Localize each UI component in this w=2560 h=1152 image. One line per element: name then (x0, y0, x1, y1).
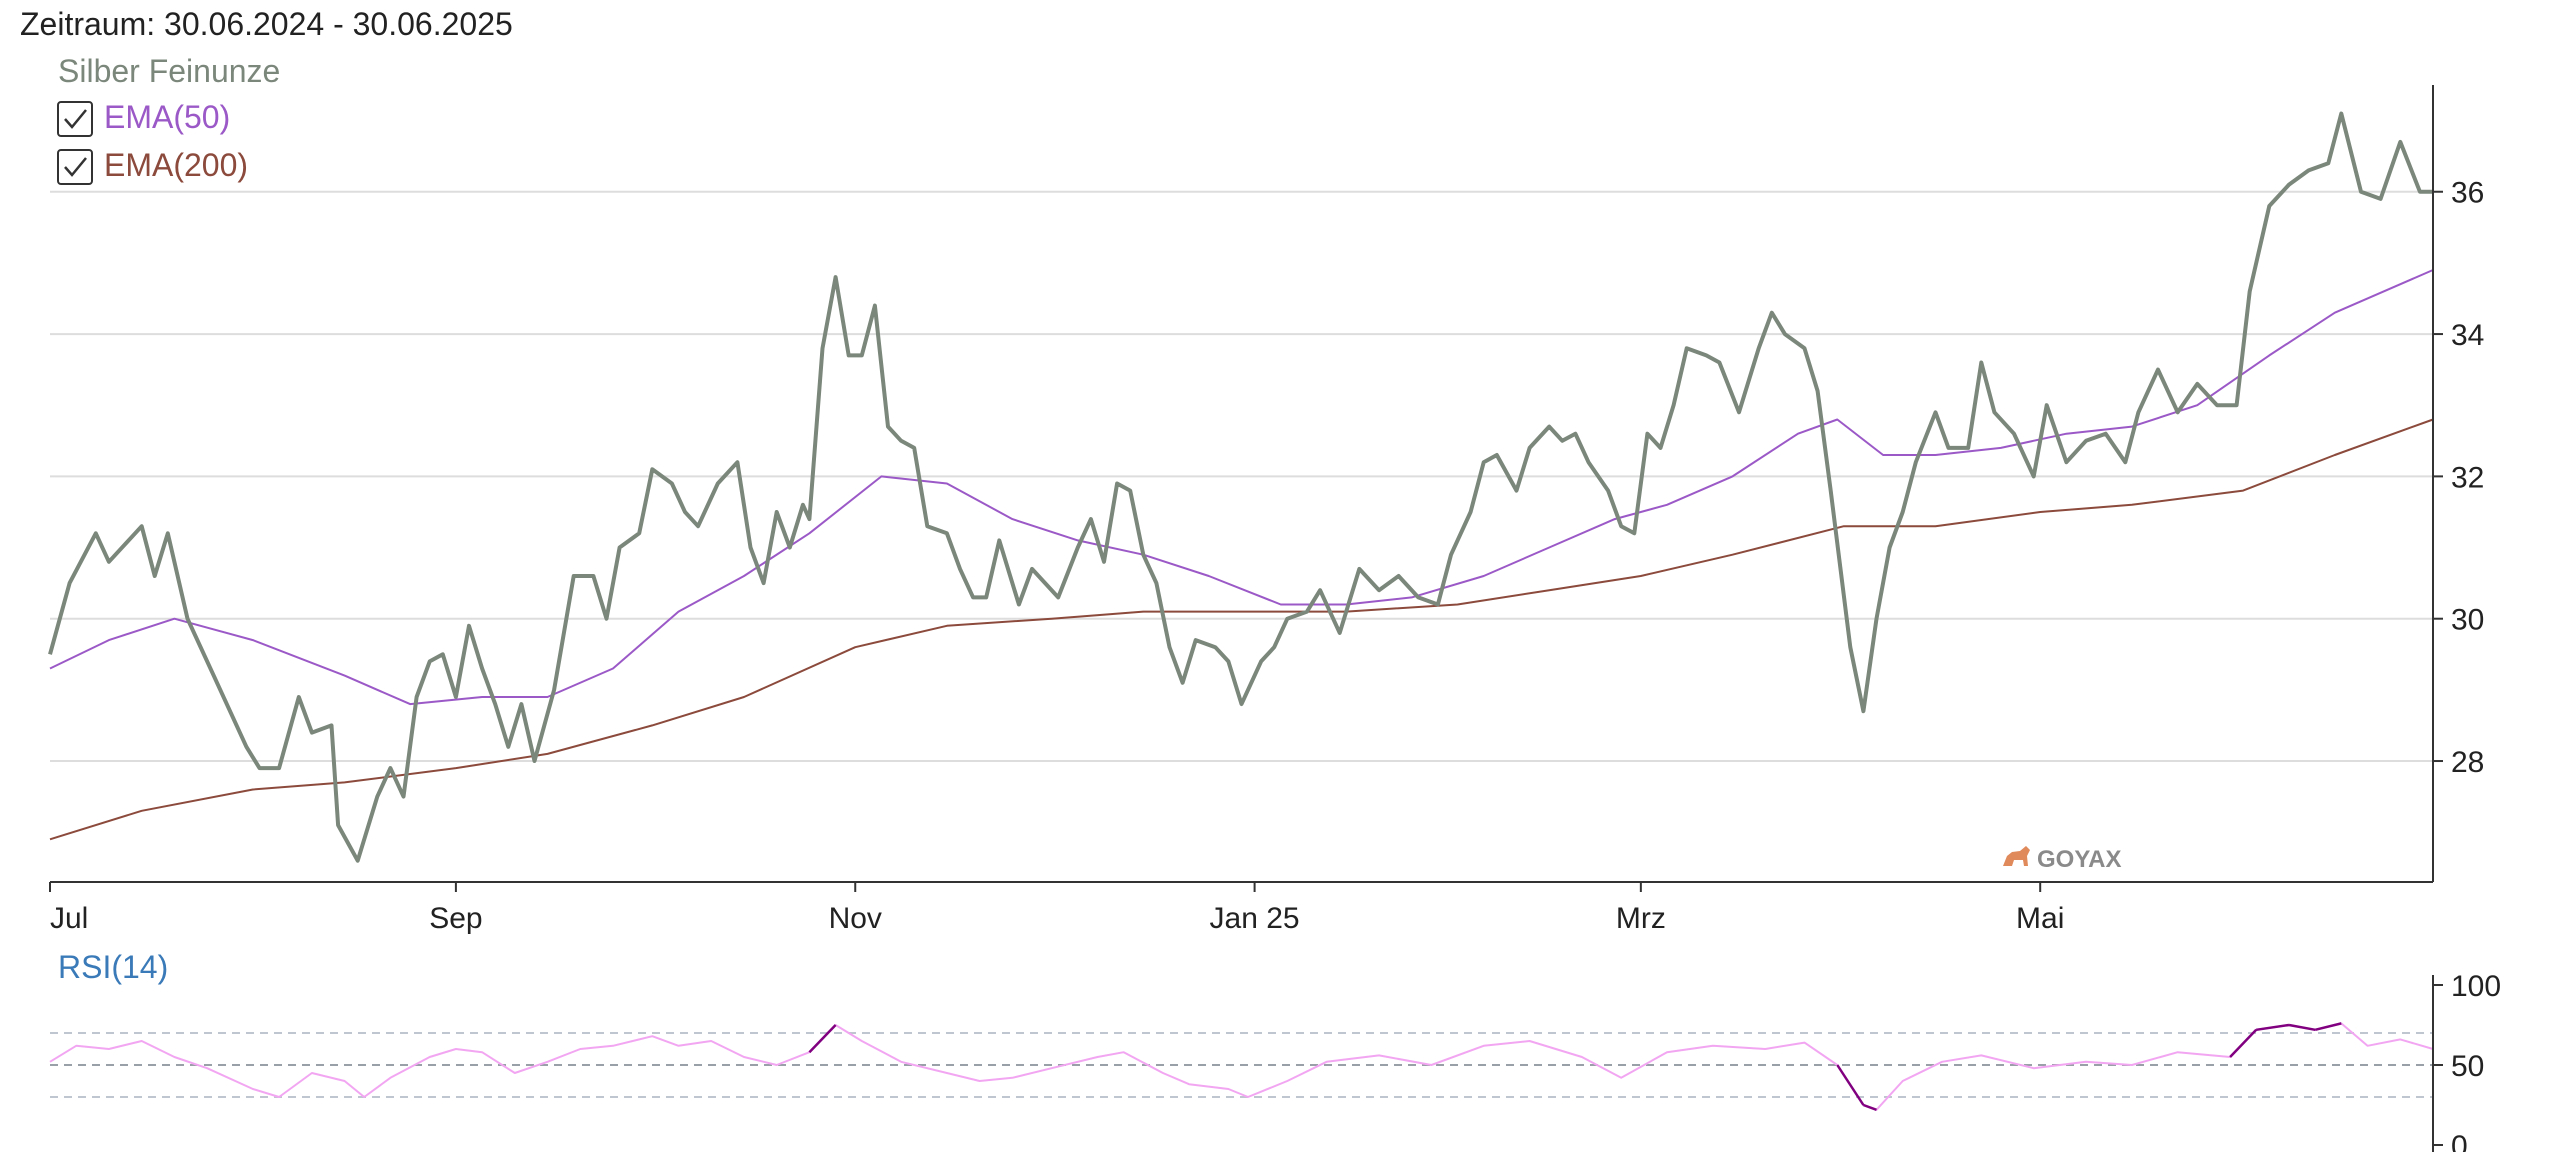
rsi-extreme-segment (2256, 1023, 2290, 1032)
legend-item-ema200[interactable]: EMA(200) (57, 147, 248, 185)
period-label: Zeitraum: 30.06.2024 - 30.06.2025 (20, 6, 513, 42)
price-line (48, 111, 2433, 863)
check-icon (64, 109, 87, 129)
ema50-line (49, 269, 2434, 706)
y-tick-label: 28 (2451, 746, 2484, 779)
y-tick-label: 30 (2451, 604, 2484, 637)
x-tick-label: Jan 25 (1210, 902, 1300, 935)
x-tick-label: Nov (829, 902, 882, 935)
y-tick-label: 32 (2451, 461, 2484, 494)
rsi-reference-lines (50, 1032, 2433, 1098)
rsi-extreme-segment (2288, 1023, 2316, 1032)
ema200-checkbox[interactable] (57, 149, 93, 185)
bull-icon (2003, 846, 2030, 866)
check-icon (64, 157, 87, 177)
rsi-plot-area (49, 1022, 2434, 1111)
rsi-y-tick-label: 0 (2451, 1130, 2468, 1152)
x-tick-label: Sep (429, 902, 482, 935)
y-tick-label: 34 (2451, 319, 2484, 352)
legend-ema200-label: EMA(200) (104, 147, 248, 183)
x-tick-label: Mai (2016, 902, 2064, 935)
x-tick-label: Mrz (1616, 902, 1666, 935)
rsi-extreme-segment (1836, 1064, 1865, 1106)
y-tick-label: 36 (2451, 177, 2484, 210)
ema50-checkbox[interactable] (57, 101, 93, 137)
legend-ema50-label: EMA(50) (104, 99, 230, 135)
ema200-line (49, 418, 2434, 841)
rsi-label: RSI(14) (58, 949, 168, 985)
main-plot-area (48, 111, 2434, 863)
legend-main-series: Silber Feinunze (58, 53, 280, 89)
legend: Silber Feinunze EMA(50) EMA(200) (57, 53, 280, 185)
rsi-line (49, 1022, 2434, 1111)
main-axes (50, 85, 2434, 883)
rsi-extreme-segment (1862, 1103, 1877, 1111)
rsi-y-tick-label: 100 (2451, 970, 2501, 1003)
legend-item-ema50[interactable]: EMA(50) (57, 99, 230, 137)
rsi-axes (2432, 975, 2434, 1152)
rsi-y-axis-ticks: 0 50 100 (2433, 970, 2501, 1152)
main-gridlines (50, 190, 2433, 763)
rsi-extreme-segment (2229, 1028, 2258, 1058)
watermark-text: GOYAX (2037, 846, 2121, 873)
x-axis-ticks: Jul Sep Nov Jan 25 Mrz Mai (49, 882, 2064, 935)
rsi-y-tick-label: 50 (2451, 1050, 2484, 1083)
rsi-extreme-segment (2314, 1022, 2342, 1032)
rsi-extreme-segment (808, 1024, 837, 1054)
y-axis-ticks: 28 30 32 34 36 (2433, 177, 2484, 779)
x-tick-label: Jul (50, 902, 88, 935)
goyax-watermark: GOYAX (2003, 846, 2121, 873)
